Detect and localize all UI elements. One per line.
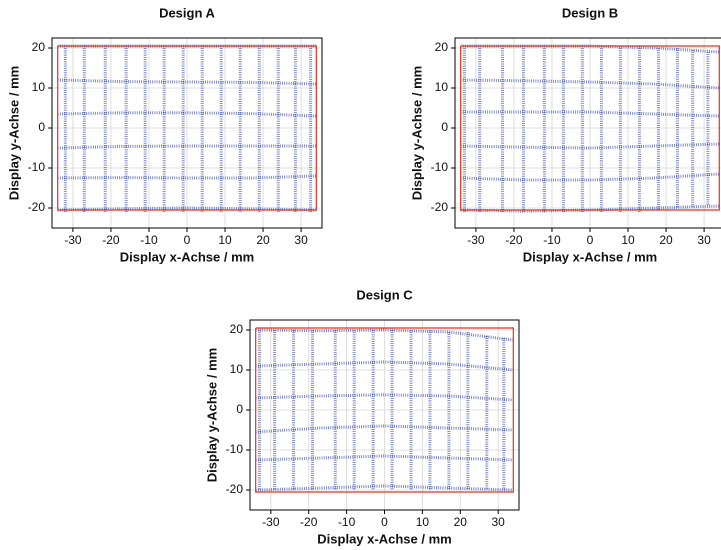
x-tick-label: -10 [543, 233, 561, 247]
chart-title: Design C [356, 287, 413, 302]
y-axis-label: Display y-Achse / mm [6, 66, 21, 200]
y-tick-label: -20 [226, 482, 244, 496]
y-tick-label: 20 [230, 322, 244, 336]
x-tick-label: -20 [102, 233, 120, 247]
x-tick-label: 20 [454, 515, 468, 529]
y-tick-label: -20 [431, 200, 449, 214]
plot-frame [454, 37, 721, 229]
x-tick-label: 10 [218, 233, 232, 247]
data-layer [57, 44, 317, 212]
x-axis-label: Display x-Achse / mm [317, 531, 451, 546]
x-tick-label: 20 [256, 233, 270, 247]
x-tick-label: 30 [294, 233, 308, 247]
x-tick-label: 30 [491, 515, 505, 529]
x-tick-label: -20 [505, 233, 523, 247]
x-axis-label: Display x-Achse / mm [523, 249, 657, 264]
x-tick-label: 0 [184, 233, 191, 247]
data-layer [460, 44, 720, 213]
chart-panel: -30 -20 -10 0 10 20 30 -20 -10 0 10 20 Design C Displ… [204, 287, 520, 546]
frame-line [460, 45, 720, 211]
x-tick-label: -10 [338, 515, 356, 529]
x-tick-label: 0 [587, 233, 594, 247]
y-tick-label: -20 [28, 200, 46, 214]
y-tick-label: -10 [28, 160, 46, 174]
y-tick-label: 20 [435, 40, 449, 54]
y-tick-label: 10 [32, 80, 46, 94]
chart-title: Design A [159, 5, 215, 20]
x-tick-label: -30 [262, 515, 280, 529]
y-axis-label: Display y-Achse / mm [409, 66, 424, 200]
plot-frame [51, 37, 323, 229]
data-layer [255, 327, 514, 493]
y-tick-label: 0 [441, 120, 448, 134]
y-axis-label: Display y-Achse / mm [204, 348, 219, 482]
chart-title: Design B [562, 5, 618, 20]
x-tick-label: 0 [381, 515, 388, 529]
x-tick-label: 10 [416, 515, 430, 529]
y-tick-label: -10 [226, 442, 244, 456]
chart-panel: -30 -20 -10 0 10 20 30 -20 -10 0 10 20 Design A Displ… [6, 5, 323, 264]
x-tick-label: 10 [621, 233, 635, 247]
plot-frame [249, 319, 520, 511]
y-tick-label: 20 [32, 40, 46, 54]
y-tick-label: 0 [38, 120, 45, 134]
x-tick-label: 30 [697, 233, 711, 247]
frame-line [255, 327, 514, 493]
x-tick-label: -30 [467, 233, 485, 247]
x-tick-label: -30 [64, 233, 82, 247]
y-tick-label: 0 [236, 402, 243, 416]
y-tick-label: -10 [431, 160, 449, 174]
plot-area [455, 38, 721, 228]
x-tick-label: -10 [140, 233, 158, 247]
x-axis-label: Display x-Achse / mm [120, 249, 254, 264]
chart-panel: -30 -20 -10 0 10 20 30 -20 -10 0 10 20 Design B Displ… [409, 5, 721, 264]
x-tick-label: -20 [300, 515, 318, 529]
y-tick-label: 10 [230, 362, 244, 376]
frame-line [57, 45, 317, 211]
y-tick-label: 10 [435, 80, 449, 94]
x-tick-label: 20 [659, 233, 673, 247]
